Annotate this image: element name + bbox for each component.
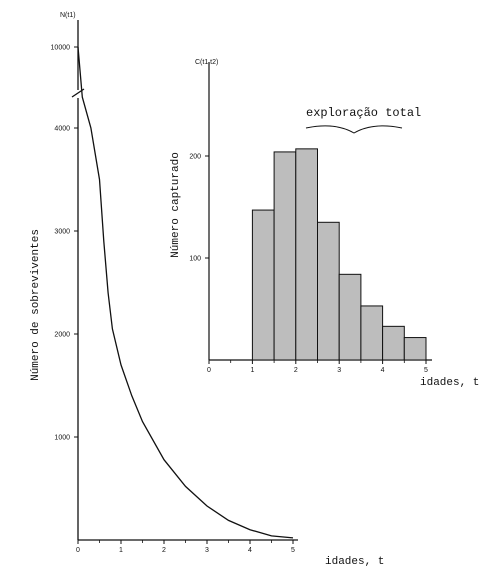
survivors-y-tick-label: 2000 — [54, 332, 70, 339]
survivors-chart: N(t1) Número de sobreviventes idades, t … — [30, 12, 384, 568]
catch-bar — [338, 273, 362, 361]
survivors-y-tick-label: 3000 — [54, 229, 70, 236]
catch-y-tick-label: 200 — [189, 154, 201, 161]
survivors-y-tick-label: 1000 — [54, 435, 70, 442]
survivors-y-axis-label: Número de sobreviventes — [30, 229, 42, 381]
survivors-x-tick-label: 3 — [205, 547, 209, 554]
survivors-x-axis-label: idades, t — [325, 556, 384, 568]
catch-x-tick-label: 2 — [294, 367, 298, 374]
catch-x-tick-label: 3 — [337, 367, 341, 374]
catch-chart: C(t1,t2) Número capturado idades, t expl… — [170, 59, 479, 389]
catch-y-axis-label: Número capturado — [170, 152, 182, 258]
catch-x-tick-label: 0 — [207, 367, 211, 374]
survivors-x-tick-label: 4 — [248, 547, 252, 554]
catch-bar — [295, 148, 318, 361]
catch-bar — [251, 209, 275, 361]
catch-bar — [317, 221, 340, 361]
catch-x-axis-label: idades, t — [420, 377, 479, 389]
survivors-curve — [77, 46, 294, 539]
catch-y-axis-title: C(t1,t2) — [195, 59, 218, 66]
survivors-y-tick-label: 10000 — [51, 45, 71, 52]
survivors-x-tick-label: 0 — [76, 547, 80, 554]
survivors-x-tick-label: 1 — [119, 547, 123, 554]
catch-bar — [273, 151, 297, 361]
catch-bar — [360, 305, 384, 361]
survivors-x-tick-label: 2 — [162, 547, 166, 554]
catch-y-tick-label: 100 — [189, 256, 201, 263]
catch-bar — [382, 325, 405, 361]
catch-annotation-brace — [305, 125, 403, 134]
catch-x-tick-label: 5 — [424, 367, 428, 374]
survivors-x-tick-label: 5 — [291, 547, 295, 554]
survivors-y-tick-label: 4000 — [54, 126, 70, 133]
catch-annotation: exploração total — [306, 106, 421, 120]
catch-bar — [403, 337, 427, 361]
survivors-y-axis-title: N(t1) — [60, 12, 76, 19]
catch-x-tick-label: 4 — [381, 367, 385, 374]
catch-x-tick-label: 1 — [250, 367, 254, 374]
